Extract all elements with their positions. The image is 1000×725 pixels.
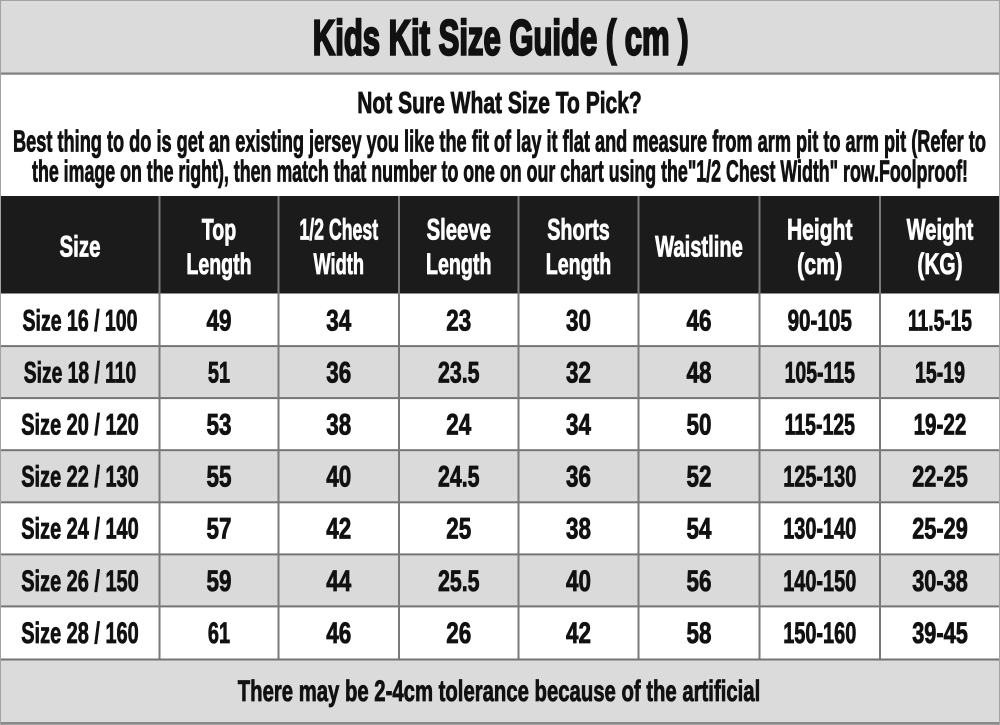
svg-text:(cm): (cm) xyxy=(797,248,842,281)
svg-text:58: 58 xyxy=(687,617,712,650)
svg-text:36: 36 xyxy=(326,356,351,389)
svg-text:22-25: 22-25 xyxy=(912,461,968,494)
svg-text:44: 44 xyxy=(326,565,351,598)
svg-text:150-160: 150-160 xyxy=(783,617,856,650)
svg-text:Length: Length xyxy=(426,248,491,281)
svg-text:38: 38 xyxy=(566,513,591,546)
svg-text:40: 40 xyxy=(326,461,351,494)
svg-text:34: 34 xyxy=(566,409,591,442)
svg-text:Size 18 / 110: Size 18 / 110 xyxy=(24,356,136,389)
svg-text:the image on the right), then: the image on the right), then match that… xyxy=(32,154,968,188)
svg-text:38: 38 xyxy=(326,409,351,442)
svg-text:(KG): (KG) xyxy=(917,248,962,281)
svg-text:Length: Length xyxy=(186,248,251,281)
svg-text:Size: Size xyxy=(60,230,101,263)
svg-text:Shorts: Shorts xyxy=(547,214,610,247)
svg-text:Not Sure What Size To Pick?: Not Sure What Size To Pick? xyxy=(357,86,642,120)
svg-text:125-130: 125-130 xyxy=(783,461,856,494)
svg-text:46: 46 xyxy=(326,617,351,650)
svg-text:15-19: 15-19 xyxy=(915,356,965,389)
svg-text:Top: Top xyxy=(202,214,236,247)
svg-text:Length: Length xyxy=(546,248,611,281)
svg-text:30: 30 xyxy=(566,304,591,337)
svg-text:42: 42 xyxy=(566,617,591,650)
svg-text:42: 42 xyxy=(326,513,351,546)
svg-text:39-45: 39-45 xyxy=(912,617,968,650)
svg-text:25: 25 xyxy=(446,513,471,546)
svg-text:53: 53 xyxy=(207,409,232,442)
svg-text:There may be 2-4cm tolerance b: There may be 2-4cm tolerance because of … xyxy=(238,675,760,708)
svg-text:11.5-15: 11.5-15 xyxy=(908,304,972,337)
svg-text:130-140: 130-140 xyxy=(783,513,856,546)
svg-text:54: 54 xyxy=(687,513,712,546)
svg-text:51: 51 xyxy=(208,356,230,389)
svg-text:Size 28 / 160: Size 28 / 160 xyxy=(21,617,138,650)
svg-text:36: 36 xyxy=(566,461,591,494)
svg-text:61: 61 xyxy=(208,617,230,650)
svg-text:23: 23 xyxy=(446,304,471,337)
svg-text:Weight: Weight xyxy=(907,214,974,247)
svg-text:Best thing to do is get an exi: Best thing to do is get an existing jers… xyxy=(13,124,986,158)
svg-text:50: 50 xyxy=(687,409,712,442)
svg-text:25.5: 25.5 xyxy=(438,565,480,598)
svg-text:24: 24 xyxy=(446,409,471,442)
svg-text:90-105: 90-105 xyxy=(788,304,852,337)
svg-text:24.5: 24.5 xyxy=(438,461,480,494)
svg-text:Size 20 / 120: Size 20 / 120 xyxy=(21,409,138,442)
svg-text:49: 49 xyxy=(207,304,232,337)
svg-text:32: 32 xyxy=(566,356,591,389)
svg-text:1/2 Chest: 1/2 Chest xyxy=(299,214,378,247)
svg-text:40: 40 xyxy=(566,565,591,598)
svg-text:52: 52 xyxy=(687,461,712,494)
svg-text:Size 26 / 150: Size 26 / 150 xyxy=(21,565,138,598)
svg-text:23.5: 23.5 xyxy=(438,356,480,389)
svg-text:56: 56 xyxy=(687,565,712,598)
svg-text:48: 48 xyxy=(687,356,712,389)
svg-text:30-38: 30-38 xyxy=(912,565,968,598)
svg-text:55: 55 xyxy=(207,461,232,494)
svg-text:115-125: 115-125 xyxy=(785,409,855,442)
svg-text:46: 46 xyxy=(687,304,712,337)
svg-text:34: 34 xyxy=(326,304,351,337)
svg-text:Sleeve: Sleeve xyxy=(427,214,491,247)
svg-text:Size 16 / 100: Size 16 / 100 xyxy=(23,304,138,337)
svg-text:57: 57 xyxy=(207,513,232,546)
svg-text:Kids Kit Size Guide ( cm ): Kids Kit Size Guide ( cm ) xyxy=(313,11,689,65)
svg-text:19-22: 19-22 xyxy=(914,409,967,442)
svg-text:26: 26 xyxy=(446,617,471,650)
svg-text:Size 24 / 140: Size 24 / 140 xyxy=(21,513,138,546)
svg-text:Width: Width xyxy=(313,248,364,281)
svg-text:Waistline: Waistline xyxy=(655,230,743,263)
svg-text:140-150: 140-150 xyxy=(783,565,856,598)
svg-text:105-115: 105-115 xyxy=(785,356,855,389)
svg-text:59: 59 xyxy=(207,565,232,598)
svg-text:Height: Height xyxy=(787,214,853,247)
svg-text:25-29: 25-29 xyxy=(912,513,968,546)
svg-text:Size 22 / 130: Size 22 / 130 xyxy=(21,461,138,494)
